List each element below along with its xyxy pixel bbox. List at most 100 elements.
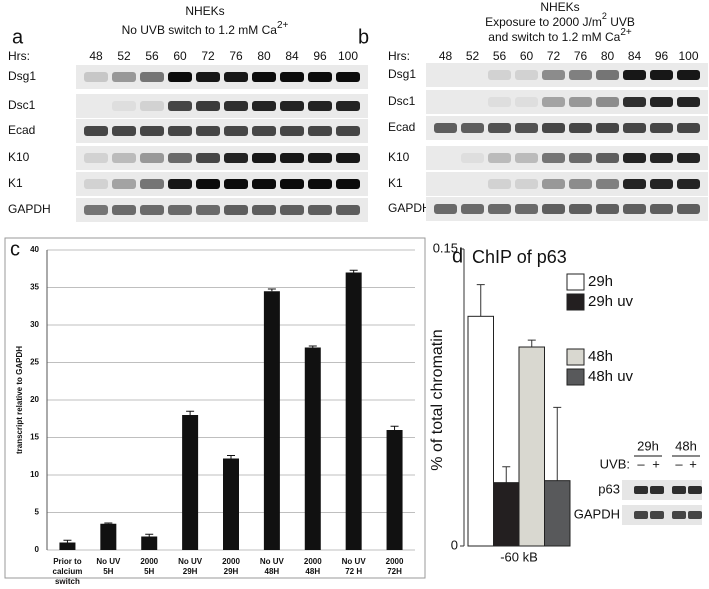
band [650, 511, 664, 519]
band [140, 153, 164, 163]
lane-label: 80 [257, 49, 271, 63]
lane-label: 60 [520, 49, 534, 63]
lane-label: 100 [338, 49, 358, 63]
row-label: GAPDH [388, 201, 431, 215]
y-tick-label: 0 [35, 545, 40, 554]
band [634, 486, 648, 494]
subtitle-text: Exposure to 2000 J/m [485, 15, 602, 29]
y-tick-label: 0.15 [433, 240, 458, 255]
band [596, 97, 619, 107]
error-bar [267, 288, 276, 292]
band [569, 204, 592, 214]
band [623, 204, 646, 214]
lane-label: 96 [313, 49, 327, 63]
band [542, 70, 565, 80]
band [650, 486, 664, 494]
band [515, 204, 538, 214]
bar [100, 523, 117, 550]
band [140, 72, 164, 82]
lane-label: 76 [574, 49, 588, 63]
band [623, 123, 646, 133]
band [650, 70, 673, 80]
band [252, 101, 276, 111]
band [623, 153, 646, 163]
y-axis-label: % of total chromatin [429, 329, 446, 470]
bar [141, 536, 158, 550]
band [112, 153, 136, 163]
error-bar [502, 466, 511, 483]
hours-label: Hrs: [388, 49, 410, 63]
y-tick-label: 10 [30, 470, 39, 479]
band [168, 126, 192, 136]
bar [59, 542, 76, 550]
band [650, 97, 673, 107]
y-axis-label: transcript relative to GAPDH [15, 346, 24, 454]
band [224, 179, 248, 189]
band [650, 153, 673, 163]
y-tick-label: 35 [30, 283, 39, 292]
lane-label: 60 [173, 49, 187, 63]
band [308, 72, 332, 82]
band [542, 123, 565, 133]
band [677, 179, 700, 189]
row-label: Ecad [8, 123, 35, 137]
inset-group: 29h [637, 438, 659, 453]
band [84, 126, 108, 136]
row-label: K10 [388, 150, 410, 164]
row-label: Dsg1 [8, 69, 36, 83]
band [280, 179, 304, 189]
band [252, 179, 276, 189]
band [112, 126, 136, 136]
label-line: No UV [260, 557, 285, 566]
band [596, 153, 619, 163]
x-tick-label: No UV 72 H [342, 557, 367, 576]
band [168, 101, 192, 111]
inset-sign: + [689, 456, 697, 471]
band [196, 72, 220, 82]
chart-frame [4, 237, 426, 579]
band [140, 205, 164, 215]
superscript: 2+ [620, 27, 632, 38]
band [650, 179, 673, 189]
band [280, 205, 304, 215]
lane-label: 76 [229, 49, 243, 63]
band [569, 123, 592, 133]
label-line: 2000 [386, 557, 404, 566]
band [168, 205, 192, 215]
row-label: Dsg1 [388, 67, 416, 81]
legend-swatch [566, 293, 585, 311]
band [224, 126, 248, 136]
band [542, 153, 565, 163]
band [308, 179, 332, 189]
y-tick-label: 15 [30, 433, 39, 442]
panel-title: NHEKs [185, 4, 224, 18]
error-bar [186, 410, 195, 415]
legend-swatch [566, 368, 585, 386]
y-tick-label: 40 [30, 245, 39, 254]
bar [386, 430, 403, 550]
panel-letter: c [10, 238, 20, 260]
lane-label: 100 [678, 49, 698, 63]
band [112, 179, 136, 189]
legend-label: 48h [588, 348, 613, 365]
band [196, 205, 220, 215]
x-tick-label: 2000 48H [304, 557, 322, 576]
subtitle-text: No UVB switch to 1.2 mM Ca [122, 23, 278, 37]
bar [493, 482, 520, 547]
y-tick-label: 30 [30, 320, 39, 329]
label-line: 72 H [345, 567, 362, 576]
y-tick-label: 20 [30, 395, 39, 404]
label-line: 5H [103, 567, 113, 576]
band [650, 123, 673, 133]
band [336, 153, 360, 163]
inset-group: 48h [675, 438, 697, 453]
band [252, 205, 276, 215]
bar [467, 315, 494, 547]
band [224, 72, 248, 82]
x-tick-label: No UV 48H [260, 557, 285, 576]
x-tick-label: -60 kB [500, 549, 538, 564]
error-bar [104, 522, 113, 524]
band [196, 153, 220, 163]
row-label: K1 [388, 176, 403, 190]
